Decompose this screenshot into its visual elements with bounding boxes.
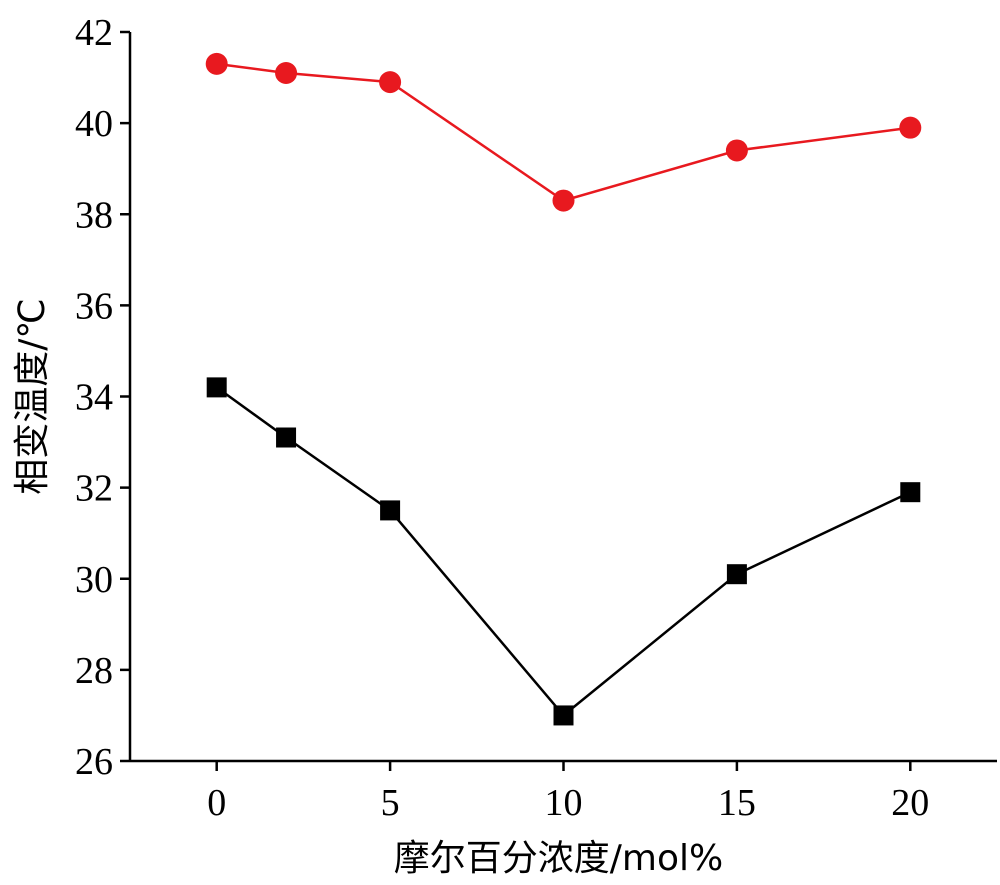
data-point <box>275 62 298 85</box>
axes <box>128 32 997 763</box>
x-tick-label: 0 <box>207 782 226 824</box>
data-point <box>899 116 922 139</box>
series-line <box>215 386 911 718</box>
data-point <box>726 564 747 585</box>
y-tick-label: 26 <box>75 741 113 783</box>
data-point <box>205 52 228 75</box>
data-point <box>206 377 227 398</box>
y-tick-label: 34 <box>75 377 113 419</box>
data-point <box>900 482 921 503</box>
x-tick-label: 5 <box>381 782 400 824</box>
series <box>205 52 922 726</box>
data-point <box>553 705 574 726</box>
series-1 <box>205 52 922 212</box>
data-point <box>552 189 575 212</box>
y-tick-label: 40 <box>75 103 113 145</box>
y-tick-label: 30 <box>75 559 113 601</box>
x-tick-label: 15 <box>718 782 756 824</box>
series-line <box>216 62 911 202</box>
data-point <box>379 71 402 94</box>
x-tick-label: 10 <box>545 782 583 824</box>
y-tick-label: 38 <box>75 194 113 236</box>
y-tick-label: 36 <box>75 285 113 327</box>
y-ticks: 26 28 30 32 34 36 38 40 42 <box>75 12 130 783</box>
y-tick-label: 32 <box>75 468 113 510</box>
data-point <box>725 139 748 162</box>
y-tick-label: 28 <box>75 650 113 692</box>
series-2 <box>206 377 921 726</box>
y-tick-label: 42 <box>75 12 113 54</box>
y-axis-title: 相变温度/℃ <box>12 298 53 495</box>
x-axis-title: 摩尔百分浓度/mol% <box>394 838 723 879</box>
x-ticks: 0 5 10 15 20 <box>207 761 929 824</box>
x-tick-label: 20 <box>891 782 929 824</box>
data-point <box>276 427 297 448</box>
data-point <box>380 500 401 521</box>
